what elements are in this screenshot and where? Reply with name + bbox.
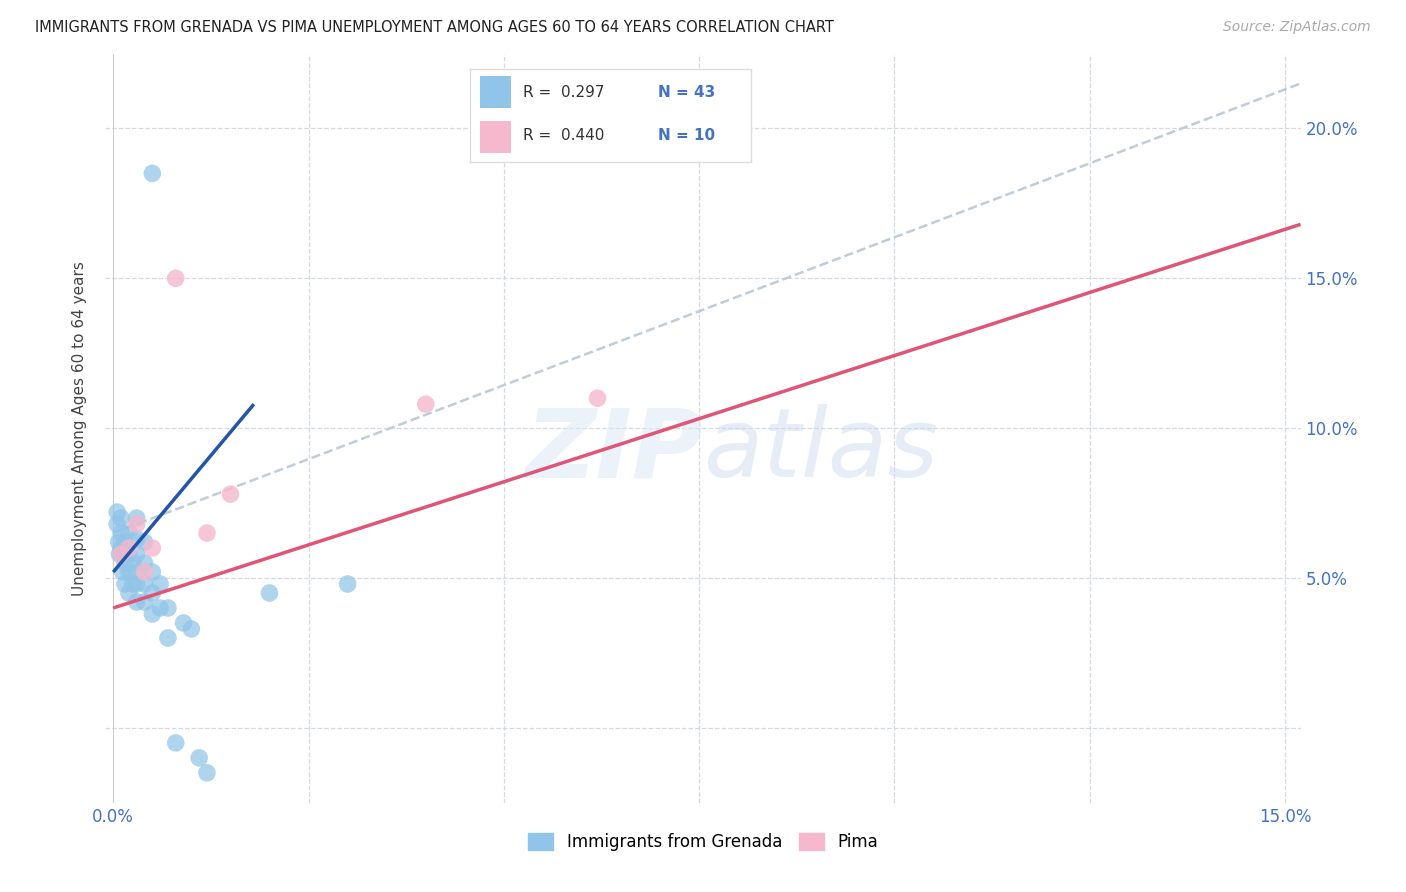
Point (134, 535, 156, 549)
Text: ZIP: ZIP (524, 404, 703, 497)
Point (118, 586, 141, 600)
Point (107, 535, 129, 549)
Point (219, 487, 242, 501)
Point (188, 751, 211, 765)
Point (111, 547, 134, 561)
Point (110, 526, 132, 541)
Point (156, 631, 179, 645)
Text: Source: ZipAtlas.com: Source: ZipAtlas.com (1223, 20, 1371, 34)
Point (111, 565, 134, 579)
Point (165, 736, 187, 750)
Point (118, 526, 141, 541)
Point (110, 511, 132, 525)
Point (118, 565, 141, 579)
Point (125, 577, 148, 591)
Point (180, 622, 202, 636)
Point (141, 166, 163, 180)
Point (125, 547, 148, 561)
Point (195, 526, 218, 541)
Point (110, 541, 132, 555)
Point (125, 595, 148, 609)
Point (149, 577, 172, 591)
Text: IMMIGRANTS FROM GRENADA VS PIMA UNEMPLOYMENT AMONG AGES 60 TO 64 YEARS CORRELATI: IMMIGRANTS FROM GRENADA VS PIMA UNEMPLOY… (35, 20, 834, 35)
Point (165, 271, 187, 285)
Point (105, 505, 128, 519)
Point (134, 595, 156, 609)
Point (134, 556, 156, 570)
Point (336, 577, 359, 591)
Point (114, 535, 136, 549)
Point (134, 577, 156, 591)
Point (108, 547, 131, 561)
Point (114, 556, 136, 570)
Point (118, 541, 141, 555)
Text: atlas: atlas (703, 404, 938, 497)
Point (141, 541, 163, 555)
Point (141, 607, 163, 621)
Point (195, 765, 218, 780)
Point (110, 547, 132, 561)
Y-axis label: Unemployment Among Ages 60 to 64 years: Unemployment Among Ages 60 to 64 years (72, 260, 87, 596)
Point (125, 511, 148, 525)
Point (105, 517, 128, 532)
Point (121, 556, 143, 570)
Point (118, 547, 141, 561)
Point (134, 565, 156, 579)
Point (125, 517, 148, 532)
Point (114, 577, 136, 591)
Point (149, 601, 172, 615)
Point (156, 601, 179, 615)
Point (125, 565, 148, 579)
Point (586, 391, 609, 405)
Point (121, 577, 143, 591)
Point (125, 532, 148, 546)
Point (415, 397, 437, 411)
Point (259, 586, 281, 600)
Point (141, 565, 163, 579)
Point (141, 586, 163, 600)
Legend: Immigrants from Grenada, Pima: Immigrants from Grenada, Pima (522, 827, 884, 858)
Point (173, 615, 195, 630)
